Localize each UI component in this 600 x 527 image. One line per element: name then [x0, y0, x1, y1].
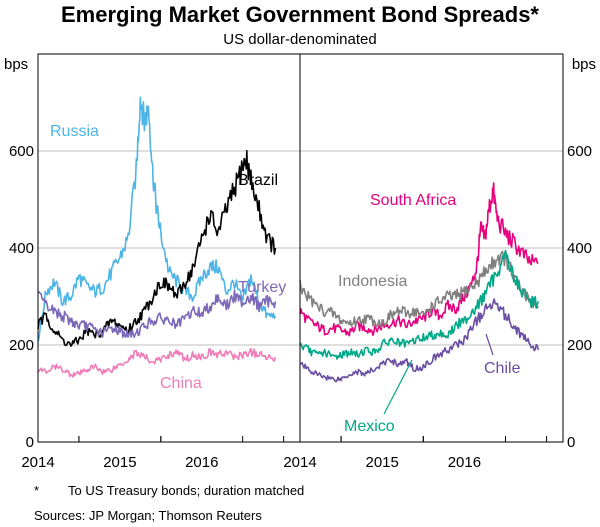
series-label-south-africa: South Africa: [370, 192, 456, 209]
series-line-south-africa: [299, 182, 539, 337]
series-labels: Russia Brazil Turkey China South Africa Indon…: [50, 123, 521, 435]
series-line-china: [37, 347, 277, 378]
series-lines: [37, 96, 540, 383]
series-label-mexico: Mexico: [344, 418, 395, 435]
series-label-indonesia: Indonesia: [338, 273, 407, 290]
series-label-brazil: Brazil: [238, 172, 278, 189]
series-label-russia: Russia: [50, 123, 99, 140]
sources-note: Sources: JP Morgan; Thomson Reuters: [34, 508, 262, 523]
series-line-turkey: [37, 289, 277, 339]
series-line-mexico: [299, 249, 540, 360]
y-axis-unit-left: bps: [4, 56, 28, 73]
x-tick-label-left: 2014: [21, 454, 54, 471]
y-tick-label-right: 0: [567, 434, 575, 451]
x-tick-label-left: 2016: [185, 454, 218, 471]
series-line-indonesia: [299, 250, 539, 328]
series-line-russia: [37, 96, 277, 342]
chile-leader-line: [485, 333, 494, 356]
y-tick-label-left: 600: [9, 143, 34, 160]
y-tick-label-right: 600: [567, 143, 592, 160]
x-tick-label-right: 2015: [366, 454, 399, 471]
axes-frame: 0 0 200 200 400 400 600 600 2014 2015 2016 2014 2015…: [9, 53, 592, 471]
y-tick-label-left: 0: [26, 434, 34, 451]
chart-title: Emerging Market Government Bond Spreads*: [61, 2, 539, 27]
series-label-china: China: [160, 375, 202, 392]
series-label-turkey: Turkey: [238, 279, 286, 296]
series-label-chile: Chile: [484, 360, 521, 377]
chart-subtitle: US dollar-denominated: [223, 31, 376, 48]
y-tick-label-right: 200: [567, 337, 592, 354]
series-line-chile: [300, 298, 540, 383]
footnote-marker: *: [34, 483, 39, 498]
mexico-leader-line: [383, 359, 413, 415]
y-axis-unit-right: bps: [572, 56, 596, 73]
y-tick-label-left: 400: [9, 240, 34, 257]
x-tick-label-right: 2016: [448, 454, 481, 471]
footnote-text: To US Treasury bonds; duration matched: [68, 483, 304, 498]
y-tick-label-right: 400: [567, 240, 592, 257]
y-tick-label-left: 200: [9, 337, 34, 354]
x-tick-label-right: 2014: [283, 454, 316, 471]
x-tick-label-left: 2015: [103, 454, 136, 471]
series-line-brazil: [37, 149, 277, 347]
